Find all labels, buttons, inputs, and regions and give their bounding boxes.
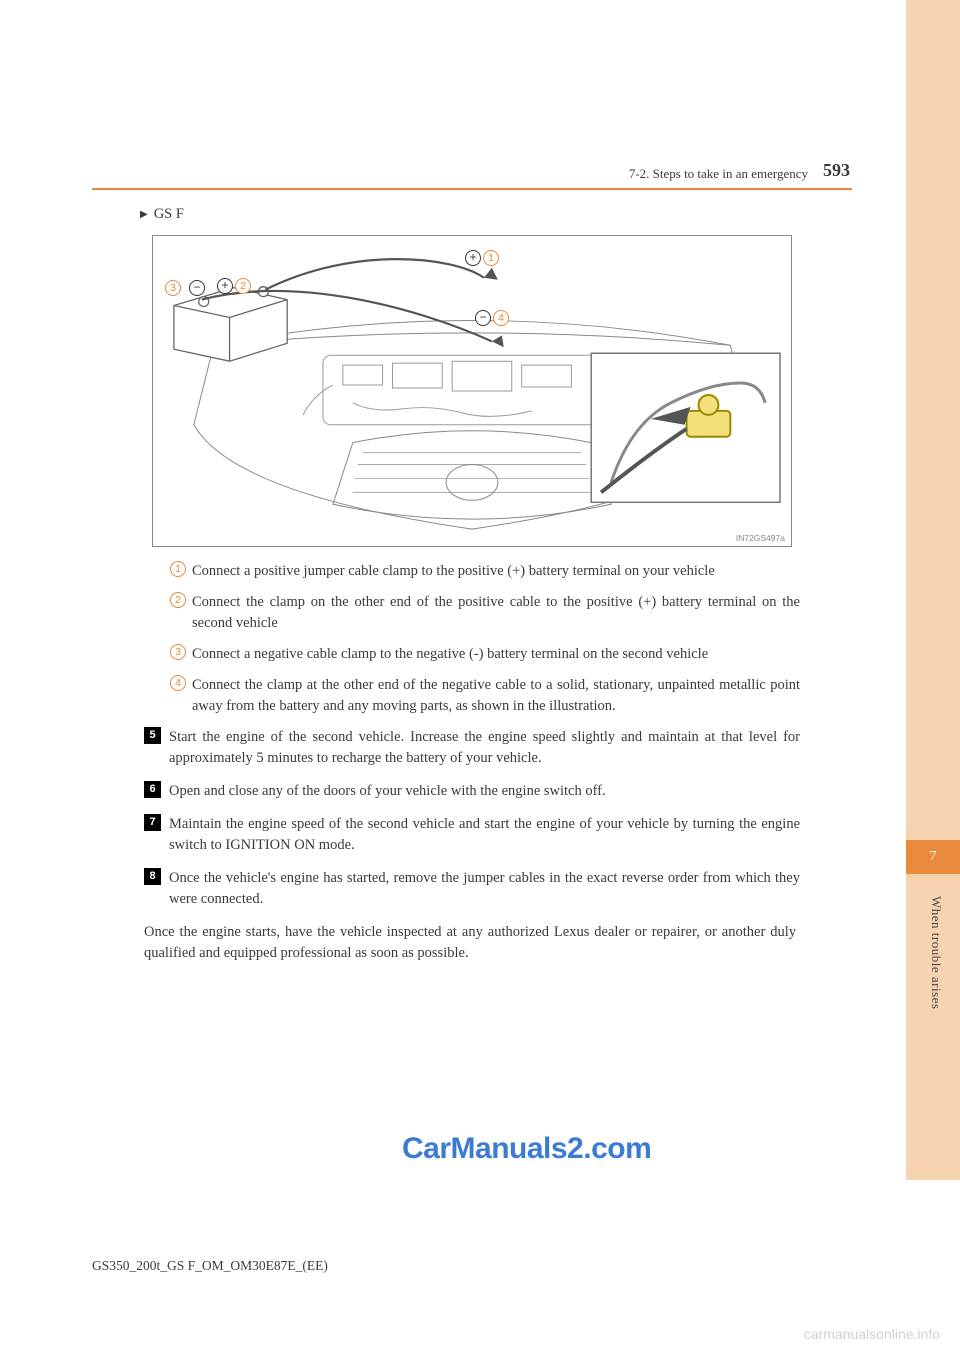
step-text: Start the engine of the second vehicle. … [169, 727, 800, 769]
list-item: 1 Connect a positive jumper cable clamp … [170, 561, 800, 582]
step-number-icon: 5 [144, 727, 161, 744]
minus-icon: − [189, 280, 205, 296]
plus-icon: + [217, 278, 233, 294]
callout-number-3: 3 [165, 280, 181, 296]
step-item: 7 Maintain the engine speed of the secon… [144, 814, 800, 856]
list-item: 4 Connect the clamp at the other end of … [170, 675, 800, 717]
side-tab-chapter-title: When trouble arises [928, 896, 944, 1009]
header-rule [92, 188, 852, 190]
step-item: 5 Start the engine of the second vehicle… [144, 727, 800, 769]
footer-document-id: GS350_200t_GS F_OM_OM30E87E_(EE) [92, 1258, 328, 1274]
model-name: GS F [154, 206, 184, 222]
callout-number-1: 1 [483, 250, 499, 266]
minus-icon: − [475, 310, 491, 326]
circled-number-icon: 1 [170, 561, 186, 577]
figure-callout-3: 3 − [165, 280, 205, 296]
step-text: Once the vehicle's engine has started, r… [169, 868, 800, 910]
list-item-text: Connect a positive jumper cable clamp to… [192, 561, 800, 582]
callout-number-2: 2 [235, 278, 251, 294]
header-section-title: 7-2. Steps to take in an emergency [629, 166, 808, 182]
footer-site-url: carmanualsonline.info [804, 1326, 940, 1342]
step-item: 8 Once the vehicle's engine has started,… [144, 868, 800, 910]
step-number-icon: 7 [144, 814, 161, 831]
list-item: 3 Connect a negative cable clamp to the … [170, 644, 800, 665]
watermark-text: CarManuals2.com [402, 1132, 651, 1166]
step-item: 6 Open and close any of the doors of you… [144, 781, 800, 802]
figure-callout-1: + 1 [465, 250, 505, 266]
cable-connection-list: 1 Connect a positive jumper cable clamp … [170, 561, 800, 717]
step-number-icon: 8 [144, 868, 161, 885]
page-root: 7 When trouble arises 7-2. Steps to take… [0, 0, 960, 1358]
triangle-icon: ▶ [140, 208, 148, 223]
step-text: Maintain the engine speed of the second … [169, 814, 800, 856]
content-area: ▶ GS F [140, 204, 800, 964]
figure-callout-2: + 2 [217, 278, 257, 294]
circled-number-icon: 3 [170, 644, 186, 660]
list-item-text: Connect the clamp on the other end of th… [192, 592, 800, 634]
callout-number-4: 4 [493, 310, 509, 326]
figure-caption: IN72GS497a [736, 532, 785, 544]
list-item-text: Connect a negative cable clamp to the ne… [192, 644, 800, 665]
step-text: Open and close any of the doors of your … [169, 781, 800, 802]
closing-paragraph: Once the engine starts, have the vehicle… [144, 922, 796, 964]
circled-number-icon: 2 [170, 592, 186, 608]
engine-bay-figure: + 1 + 2 3 − − 4 IN72GS497a [152, 235, 792, 547]
plus-icon: + [465, 250, 481, 266]
header-page-number: 593 [823, 160, 850, 181]
list-item-text: Connect the clamp at the other end of th… [192, 675, 800, 717]
model-subheading: ▶ GS F [140, 204, 800, 225]
step-number-icon: 6 [144, 781, 161, 798]
list-item: 2 Connect the clamp on the other end of … [170, 592, 800, 634]
side-tab-chapter-number: 7 [906, 840, 960, 874]
figure-callout-4: − 4 [475, 310, 515, 326]
circled-number-icon: 4 [170, 675, 186, 691]
